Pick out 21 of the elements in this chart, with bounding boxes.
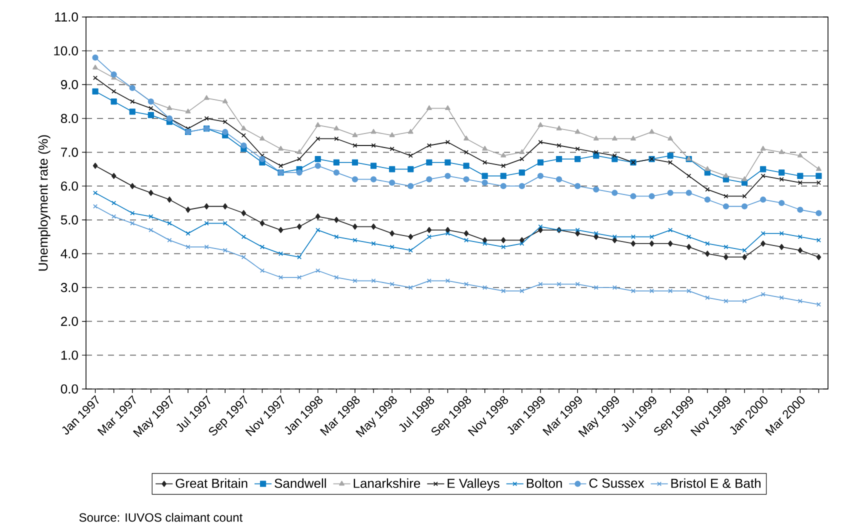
legend-label: Great Britain [176,478,248,488]
legend-label: Sandwell [274,478,326,488]
y-tick-label: 7.0 [61,148,78,157]
legend-label: Bolton [526,478,562,488]
y-tick-label: 2.0 [61,316,78,326]
source-note: Source: IUVOS claimant count [79,512,243,522]
y-tick-label: 6.0 [61,181,78,191]
y-tick-label: 10.0 [54,46,78,56]
y-tick-label: 0.0 [60,384,78,394]
y-tick-label: 1.0 [61,350,78,360]
legend-label: C Sussex [589,478,644,488]
legend-label: Bristol E & Bath [671,478,760,488]
y-axis-title: Unemployment rate (%) [38,135,50,271]
y-tick-label: 3.0 [60,282,78,292]
y-tick-label: 5.0 [60,215,78,224]
y-tick-label: 9.0 [61,80,78,90]
legend-label: E Valleys [448,478,500,491]
y-tick-label: 4.0 [60,249,78,258]
legend-label: Lanarkshire [354,478,420,488]
y-tick-label: 11.0 [55,12,78,22]
y-tick-label: 8.0 [60,114,78,124]
